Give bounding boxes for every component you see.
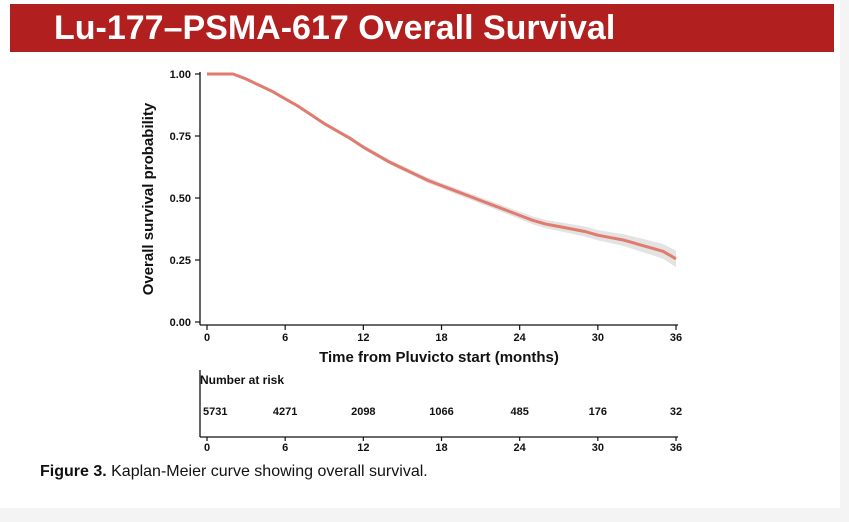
risk-count: 32 — [670, 406, 682, 418]
x-tick-label: 30 — [592, 332, 604, 344]
x-axis-label: Time from Pluvicto start (months) — [319, 349, 559, 366]
risk-count: 176 — [589, 406, 607, 418]
risk-count: 5731 — [203, 406, 227, 418]
y-tick-label: 1.00 — [170, 69, 191, 81]
x-tick-label: 24 — [514, 332, 527, 344]
curve-layer — [207, 72, 677, 261]
risk-count: 485 — [510, 406, 528, 418]
x-tick-label: 12 — [357, 332, 369, 344]
y-tick-label: 0.50 — [170, 193, 191, 205]
risk-time-label: 18 — [435, 442, 447, 454]
y-tick-label: 0.75 — [170, 131, 191, 143]
risk-time-label: 0 — [204, 442, 210, 454]
risk-time-label: 6 — [282, 442, 288, 454]
y-axis-label: Overall survival probability — [140, 102, 157, 295]
risk-count: 4271 — [273, 406, 297, 418]
y-tick-label: 0.25 — [170, 255, 191, 267]
risk-time-label: 30 — [592, 442, 604, 454]
survival-curve — [207, 72, 677, 261]
risk-count: 2098 — [351, 406, 375, 418]
risk-count: 1066 — [429, 406, 453, 418]
y-tick-label: 0.00 — [170, 317, 191, 329]
risk-time-label: 12 — [357, 442, 369, 454]
axes-layer: 0.00 0.25 0.50 0.75 1.00 0 6 12 18 24 30 36 — [170, 69, 683, 344]
x-tick-label: 6 — [282, 332, 288, 344]
x-tick-label: 18 — [435, 332, 447, 344]
risk-table: Number at risk 0 5731 6 4271 12 2098 18 1066 24 4… — [199, 370, 682, 454]
km-chart: 0.00 0.25 0.50 0.75 1.00 0 6 12 18 24 30 36 Overall… — [140, 69, 683, 454]
slide-title: Lu-177–PSMA-617 Overall Survival — [54, 9, 616, 47]
x-tick-label: 0 — [204, 332, 210, 344]
risk-table-title: Number at risk — [200, 373, 284, 387]
x-tick-label: 36 — [670, 332, 682, 344]
caption-label: Figure 3. — [40, 463, 107, 480]
slide: Lu-177–PSMA-617 Overall Survival 0.00 0.2… — [0, 0, 840, 508]
title-banner: Lu-177–PSMA-617 Overall Survival — [10, 4, 834, 52]
risk-time-label: 36 — [670, 442, 682, 454]
risk-time-label: 24 — [514, 442, 527, 454]
caption-text: Kaplan-Meier curve showing overall survi… — [106, 463, 428, 480]
figure-caption: Figure 3. Kaplan-Meier curve showing ove… — [40, 463, 428, 481]
